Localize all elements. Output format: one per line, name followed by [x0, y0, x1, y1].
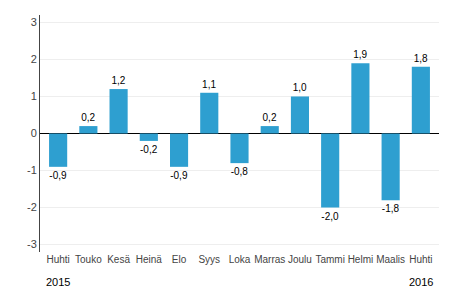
svg-text:1,0: 1,0	[293, 82, 307, 93]
svg-text:Syys: Syys	[198, 254, 220, 265]
svg-text:Tammi: Tammi	[315, 254, 344, 265]
svg-text:1: 1	[31, 90, 37, 102]
svg-text:Huhti: Huhti	[46, 254, 69, 265]
svg-text:-2,0: -2,0	[321, 211, 339, 222]
svg-text:3: 3	[31, 16, 37, 28]
svg-text:0: 0	[31, 127, 37, 139]
svg-text:Huhti: Huhti	[409, 254, 432, 265]
svg-text:-0,2: -0,2	[140, 144, 158, 155]
svg-text:-1: -1	[27, 164, 37, 176]
svg-text:Joulu: Joulu	[288, 254, 312, 265]
svg-text:1,2: 1,2	[111, 75, 125, 86]
svg-text:-3: -3	[27, 238, 37, 250]
svg-text:Helmi: Helmi	[348, 254, 374, 265]
svg-text:-0,9: -0,9	[170, 170, 188, 181]
svg-text:1,1: 1,1	[202, 79, 216, 90]
svg-text:Loka: Loka	[229, 254, 251, 265]
svg-text:2015: 2015	[46, 276, 70, 288]
svg-text:0,2: 0,2	[263, 112, 277, 123]
svg-text:-1,8: -1,8	[382, 203, 400, 214]
svg-text:Maalis: Maalis	[376, 254, 405, 265]
svg-text:1,8: 1,8	[414, 53, 428, 64]
svg-text:Marras: Marras	[254, 254, 285, 265]
svg-text:2: 2	[31, 53, 37, 65]
svg-text:Touko: Touko	[75, 254, 102, 265]
svg-text:Elo: Elo	[172, 254, 187, 265]
svg-text:-0,8: -0,8	[231, 166, 249, 177]
svg-text:0,2: 0,2	[81, 112, 95, 123]
svg-text:-2: -2	[27, 201, 37, 213]
svg-text:Heinä: Heinä	[136, 254, 163, 265]
svg-text:1,9: 1,9	[353, 49, 367, 60]
svg-text:Kesä: Kesä	[107, 254, 130, 265]
svg-text:2016: 2016	[409, 276, 433, 288]
svg-text:-0,9: -0,9	[49, 170, 67, 181]
